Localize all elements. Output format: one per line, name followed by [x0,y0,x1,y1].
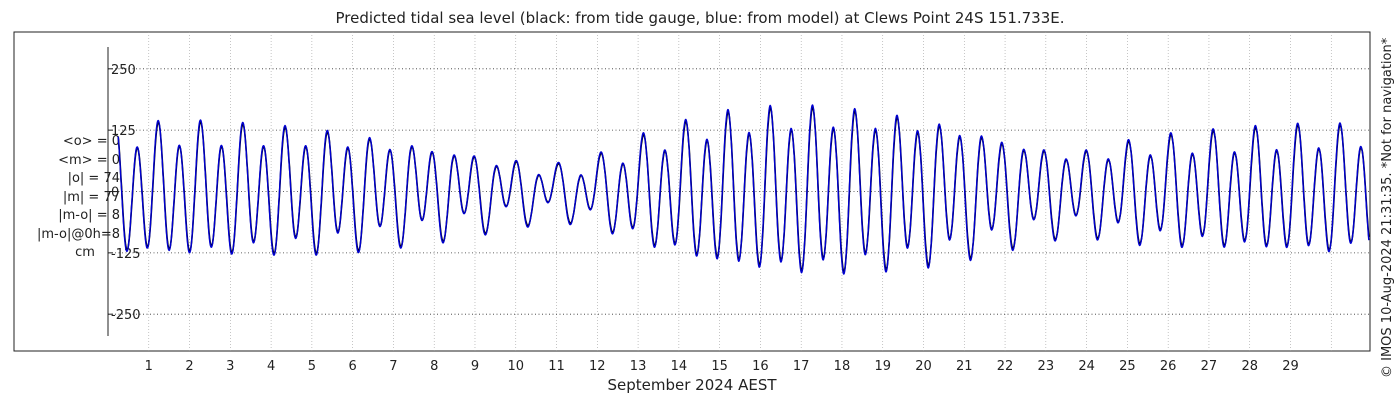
x-tick-label: 12 [589,359,606,374]
y-tick-label: -125 [111,247,141,262]
x-tick-label: 22 [997,359,1014,374]
stat-units: cm [75,245,95,260]
plot-frame [13,31,1371,352]
x-tick-label: 5 [308,359,316,374]
x-tick-label: 2 [185,359,193,374]
y-axis-ticks: -250 -125 0 125 250 [108,63,141,323]
x-tick-label: 19 [874,359,891,374]
x-tick-label: 7 [389,359,397,374]
x-tick-label: 27 [1201,359,1218,374]
stat-abs-difference: |m-o| = 8 [58,208,120,223]
x-tick-label: 24 [1078,359,1095,374]
y-grid [108,68,1370,315]
stat-abs-difference-0h: |m-o|@0h=8 [37,226,120,242]
y-tick-label: -250 [111,308,141,323]
x-tick-label: 4 [267,359,275,374]
x-tick-label: 25 [1119,359,1136,374]
x-axis-ticks: 1 2 3 4 5 6 7 8 9 10 11 12 13 14 15 16 17 18 19 20 21 22 23 24 2… [145,359,1299,374]
x-tick-label: 26 [1160,359,1177,374]
x-tick-label: 14 [671,359,688,374]
x-tick-label: 3 [226,359,234,374]
stat-abs-model: |m| = 77 [62,189,120,205]
y-tick-label: 0 [111,186,119,201]
x-tick-label: 1 [145,359,153,374]
x-tick-label: 20 [915,359,932,374]
x-tick-label: 17 [793,359,810,374]
x-tick-label: 11 [548,359,565,374]
stat-abs-observed: |o| = 74 [67,171,120,186]
x-tick-label: 10 [507,359,524,374]
x-tick-label: 8 [430,359,438,374]
stats-panel: <o> = 0 <m> = 0 |o| = 74 |m| = 77 |m-o| … [20,133,120,263]
y-tick-label: 250 [111,63,136,78]
chart-title: Predicted tidal sea level (black: from t… [335,9,1065,27]
stat-mean-observed: <o> = 0 [62,134,120,149]
x-tick-label: 29 [1282,359,1299,374]
x-tick-label: 23 [1038,359,1055,374]
y-tick-label: 125 [111,124,136,139]
stat-mean-model: <m> = 0 [58,152,120,168]
series-line-model [117,104,1370,275]
x-tick-label: 16 [752,359,769,374]
x-grid [148,32,1332,351]
x-tick-label: 18 [834,359,851,374]
x-tick-label: 21 [956,359,973,374]
x-tick-label: 13 [630,359,647,374]
x-tick-label: 6 [349,359,357,374]
x-tick-label: 9 [471,359,479,374]
x-tick-label: 28 [1241,359,1258,374]
series-layer [117,104,1370,275]
x-tick-label: 15 [711,359,728,374]
x-axis-label: September 2024 AEST [607,376,777,394]
